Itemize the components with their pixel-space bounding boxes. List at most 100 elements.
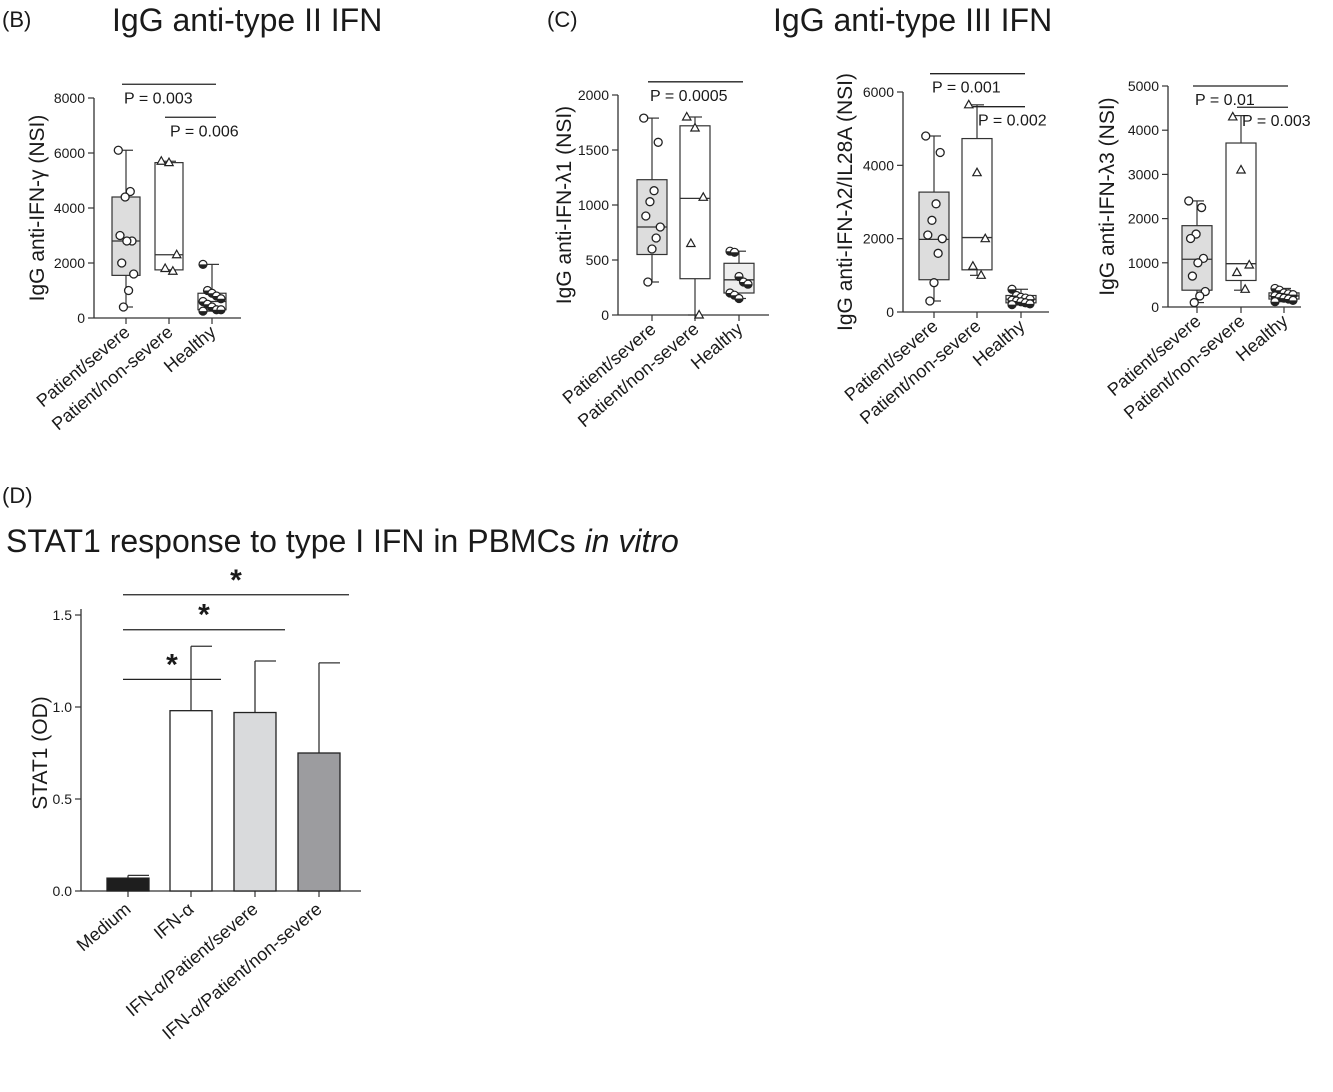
y-tick-label: 0.0 xyxy=(53,883,73,899)
y-tick-label: 6000 xyxy=(863,84,894,100)
data-point xyxy=(698,191,709,201)
data-point xyxy=(120,192,130,202)
data-point xyxy=(1239,283,1251,293)
data-point xyxy=(927,215,937,225)
data-point xyxy=(685,237,697,248)
significance-star: * xyxy=(198,599,210,632)
data-point xyxy=(125,186,135,197)
data-point xyxy=(681,111,692,121)
data-point xyxy=(1184,196,1194,206)
y-tick-label: 2000 xyxy=(863,231,894,247)
data-point xyxy=(117,258,127,268)
p-value-label: P = 0.003 xyxy=(1242,113,1311,130)
p-value-label: P = 0.0005 xyxy=(650,88,728,105)
y-axis-label: STAT1 (OD) xyxy=(29,696,52,810)
p-value-label: P = 0.006 xyxy=(170,123,239,140)
y-tick-label: 8000 xyxy=(54,90,85,106)
data-point xyxy=(123,285,134,296)
y-tick-label: 4000 xyxy=(863,157,894,173)
y-tick-label: 2000 xyxy=(578,87,609,103)
p-value-label: P = 0.01 xyxy=(1195,92,1255,109)
data-point xyxy=(651,233,661,243)
data-point-fill xyxy=(217,298,225,303)
y-axis-label: IgG anti-IFN-λ2/IL28A (NSI) xyxy=(834,73,857,331)
data-point xyxy=(925,296,935,306)
data-point xyxy=(122,236,132,246)
data-point xyxy=(1196,202,1207,213)
p-value-label: P = 0.003 xyxy=(124,90,193,107)
data-point xyxy=(1193,258,1203,268)
y-tick-label: 4000 xyxy=(54,200,85,216)
data-point-fill xyxy=(217,309,225,314)
data-point xyxy=(933,248,943,258)
y-tick-label: 4000 xyxy=(1128,122,1159,138)
data-point-fill xyxy=(1289,300,1297,305)
y-axis-label: IgG anti-IFN-λ1 (NSI) xyxy=(553,106,576,304)
data-point xyxy=(931,199,941,209)
box xyxy=(961,137,993,271)
data-point-fill xyxy=(199,311,207,316)
data-point xyxy=(1235,164,1247,174)
data-point xyxy=(113,145,123,155)
panel-d-title-italic: in vitro xyxy=(585,523,679,559)
data-point xyxy=(171,249,182,259)
data-point xyxy=(937,234,947,244)
bar xyxy=(169,710,213,892)
data-point xyxy=(643,277,653,287)
data-point-fill xyxy=(744,284,752,289)
data-point xyxy=(129,269,139,279)
data-point xyxy=(1244,259,1255,269)
data-point-fill xyxy=(735,298,743,303)
x-category-label: Medium xyxy=(73,899,135,955)
data-point xyxy=(115,230,125,241)
data-point xyxy=(118,302,129,312)
data-point xyxy=(1227,111,1238,121)
data-point xyxy=(689,122,701,132)
y-tick-label: 1.0 xyxy=(53,699,73,715)
data-point xyxy=(921,131,931,141)
y-tick-label: 0 xyxy=(886,304,894,320)
data-point xyxy=(975,269,987,279)
panel-d-title-main: STAT1 response to type I IFN in PBMCs xyxy=(6,523,585,559)
data-point xyxy=(967,260,979,270)
data-point xyxy=(163,156,175,167)
panel-c-title: IgG anti-type III IFN xyxy=(773,2,1052,38)
y-tick-label: 5000 xyxy=(1128,78,1159,94)
y-tick-label: 1.5 xyxy=(53,607,73,623)
y-tick-label: 0 xyxy=(77,310,85,326)
y-tick-label: 0 xyxy=(1151,299,1159,315)
data-point-fill xyxy=(1026,303,1034,308)
data-point xyxy=(655,222,665,232)
data-point xyxy=(653,137,663,147)
data-point xyxy=(641,211,651,221)
data-point xyxy=(963,99,974,109)
bar xyxy=(297,752,341,892)
data-point xyxy=(647,244,657,254)
data-point-fill xyxy=(1008,304,1016,309)
data-point xyxy=(923,230,933,240)
panel-c-chart-lambda3: 0 1000 2000 3000 4000 5000 IgG anti-IFN-λ3 (NS… xyxy=(1096,78,1311,423)
box xyxy=(679,125,711,280)
box xyxy=(1225,142,1257,282)
data-point xyxy=(156,155,167,165)
x-category-label: IFN-α xyxy=(150,899,198,944)
y-tick-label: 500 xyxy=(586,252,610,268)
data-point xyxy=(1231,266,1243,277)
panel-c-chart-lambda2: 0 2000 4000 6000 IgG anti-IFN-λ2/IL28A (NSI)… xyxy=(834,73,1049,428)
y-tick-label: 1000 xyxy=(1128,255,1159,271)
p-value-label: P = 0.001 xyxy=(932,80,1001,97)
data-point xyxy=(639,113,649,123)
significance-star: * xyxy=(230,564,242,597)
p-value-label: P = 0.002 xyxy=(978,113,1047,130)
y-axis-label: IgG anti-IFN-γ (NSI) xyxy=(26,115,49,302)
bar xyxy=(233,711,277,892)
data-point xyxy=(1189,297,1199,308)
data-point xyxy=(980,232,991,243)
panel-d-label: (D) xyxy=(2,483,33,508)
bar xyxy=(106,877,150,892)
data-point xyxy=(159,262,171,273)
data-point xyxy=(929,278,939,288)
